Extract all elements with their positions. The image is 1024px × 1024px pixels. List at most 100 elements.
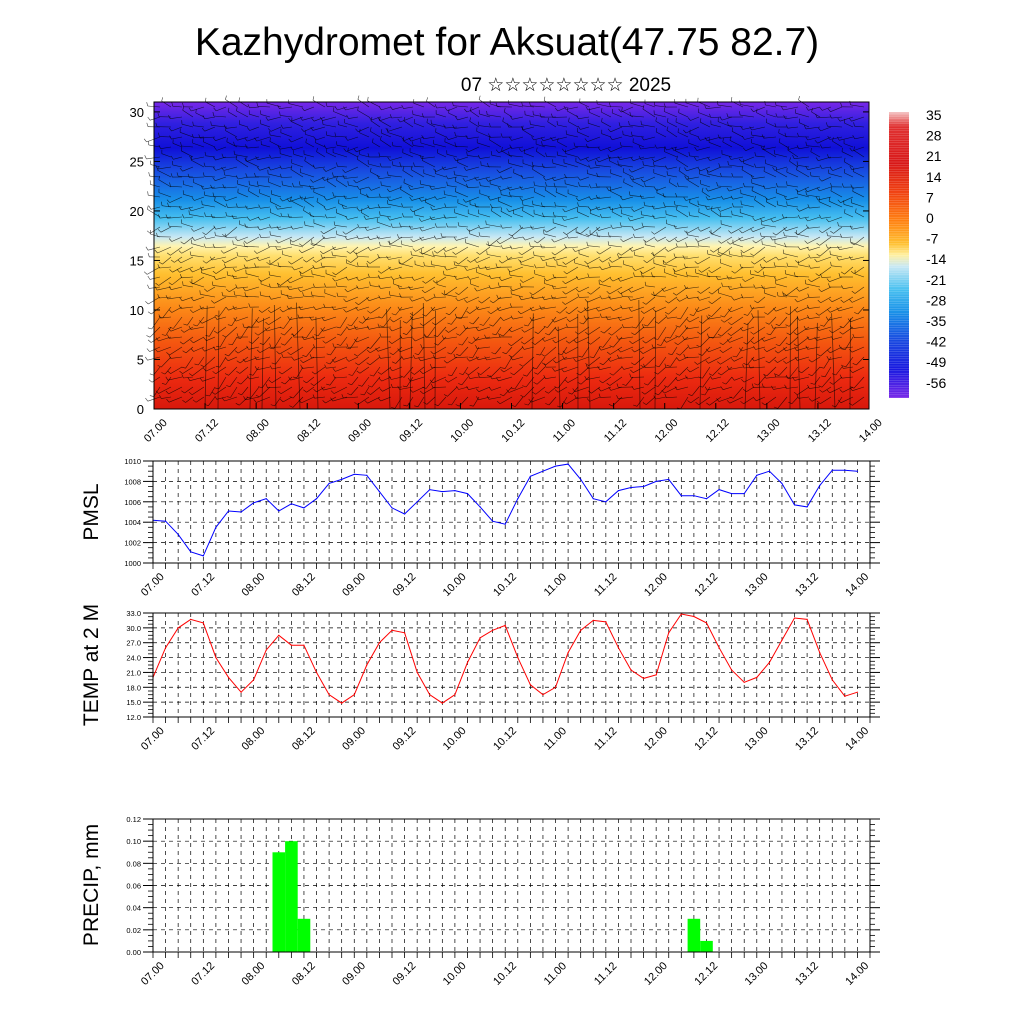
wind-barb (809, 316, 821, 319)
wind-barb (370, 285, 381, 288)
wind-barb (718, 251, 733, 258)
wind-barb-flag (336, 333, 341, 336)
wind-barb-flag (167, 222, 170, 227)
wind-barb (479, 193, 491, 198)
wind-barb-flag (411, 165, 413, 170)
wind-barb (707, 275, 722, 278)
wind-barb-flag (684, 230, 688, 234)
wind-barb (611, 211, 623, 218)
wind-barb (193, 136, 205, 139)
wind-barb-flag (203, 243, 206, 248)
wind-barb (499, 166, 513, 173)
wind-barb-flag (508, 343, 512, 346)
wind-barb-flag (561, 216, 565, 221)
wind-barb (777, 346, 788, 354)
wind-barb-flag (145, 301, 149, 305)
wind-barb-flag (539, 113, 542, 118)
wind-barb (362, 316, 370, 324)
wind-barb (675, 121, 689, 128)
wind-barb (610, 346, 623, 355)
wind-barb-flag (599, 259, 603, 263)
wind-barb-flag (718, 240, 722, 244)
wind-barb (523, 126, 535, 130)
wind-barb (486, 224, 502, 228)
wind-barb (750, 273, 766, 278)
wind-barb-flag (783, 360, 787, 364)
wind-barb-flag (705, 360, 709, 364)
wind-barb-flag (170, 173, 173, 178)
wind-barb (292, 146, 304, 151)
wind-barb-flag (783, 231, 785, 236)
wind-barb-flag (212, 192, 215, 197)
wind-barb (194, 236, 205, 241)
wind-barb-flag (178, 304, 181, 309)
wind-barb (805, 283, 821, 288)
wind-barb-flag (203, 235, 207, 240)
wind-barb-flag (533, 181, 535, 186)
wind-barb (218, 376, 227, 389)
wind-barb (455, 191, 469, 198)
wind-barb (373, 366, 381, 377)
wind-barb-flag (643, 324, 648, 327)
wind-barb-flag (585, 364, 589, 369)
y-tick-label: 1008 (124, 477, 141, 486)
wind-barb-flag (166, 252, 171, 256)
wind-barb-flag (409, 208, 413, 212)
wind-barb (288, 103, 304, 108)
wind-barb-flag (148, 172, 150, 177)
wind-barb (316, 136, 326, 141)
wind-barb (351, 376, 359, 385)
wind-barb-flag (585, 143, 588, 148)
wind-barb (601, 121, 612, 128)
wind-barb-flag (750, 253, 754, 257)
wind-barb-flag (166, 352, 170, 356)
wind-barb (421, 216, 436, 222)
wind-barb (248, 190, 260, 198)
wind-barb (466, 166, 480, 171)
wind-barb (761, 266, 777, 269)
wind-barb-flag (778, 138, 781, 143)
wind-barb-flag (331, 251, 333, 256)
wind-barb (415, 264, 425, 268)
wind-barb (664, 111, 678, 118)
wind-barb-flag (563, 231, 567, 235)
wind-barb-flag (761, 240, 763, 245)
wind-barb (313, 376, 326, 386)
wind-barb (799, 216, 810, 219)
wind-barb-flag (403, 404, 408, 407)
wind-barb (610, 356, 623, 362)
wind-barb (625, 376, 634, 386)
wind-barb (766, 256, 777, 263)
wind-barb-flag (792, 376, 795, 381)
wind-barb-flag (642, 161, 644, 166)
wind-barb (644, 386, 656, 395)
wind-barb (380, 296, 392, 300)
wind-barb (700, 166, 711, 172)
wind-barb (513, 236, 524, 239)
wind-barb-flag (545, 403, 550, 406)
wind-barb-flag (540, 137, 544, 141)
wind-barb (311, 186, 326, 190)
wind-barb (513, 213, 524, 218)
wind-barb (546, 265, 557, 268)
wind-barb (437, 246, 447, 254)
wind-barb-flag (344, 288, 348, 293)
wind-barb-flag (341, 204, 344, 209)
wind-barb-flag (367, 153, 370, 158)
y-tick-label: 0.10 (126, 837, 141, 846)
wind-barb (412, 316, 425, 320)
wind-barb (448, 326, 458, 333)
wind-barb (204, 175, 216, 178)
wind-barb-flag (342, 231, 347, 235)
wind-barb-flag (419, 180, 421, 185)
wind-barb-flag (572, 248, 576, 252)
wind-barb-flag (466, 386, 469, 390)
x-tick-label: 07.12 (189, 571, 217, 599)
wind-barb (654, 105, 667, 108)
wind-barb-flag (606, 290, 610, 295)
wind-barb-flag (313, 388, 317, 393)
wind-barb (599, 366, 612, 370)
wind-barb-flag (841, 348, 846, 350)
wind-barb (466, 296, 480, 303)
wind-barb (820, 296, 832, 304)
